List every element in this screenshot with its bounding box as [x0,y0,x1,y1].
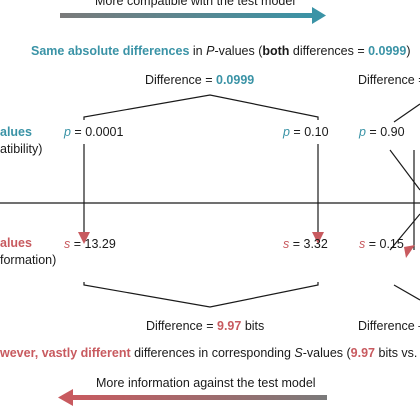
p-eq-2: = [289,125,305,139]
s-eq-3: = [365,237,380,251]
s-value-1: s = 13.29 [64,237,116,252]
hexagon-connector-left [83,144,319,232]
p-eq-1: = [70,125,86,139]
top-difference-left: Difference = 0.0999 [145,73,254,88]
s-value-3-number: 0.15 [379,237,404,251]
headline-text-1: in [189,44,207,58]
footer-s-letter: S [294,346,303,360]
hexagon-connector-right [389,103,420,301]
p-value-2-number: 0.10 [304,125,329,139]
footer-text: wever, vastly different differences in c… [0,346,417,361]
down-arrowhead-1 [78,232,90,244]
top-difference-left-value: 0.0999 [216,73,255,87]
bottom-diff-bracket-left [83,282,319,308]
p-eq-3: = [365,125,381,139]
headline-p-letter: P [206,44,215,58]
p-value-2: p = 0.10 [283,125,329,140]
s-eq-2: = [289,237,304,251]
top-difference-left-label: Difference = [145,73,216,87]
bottom-direction-arrow [58,389,327,406]
p-symbol-3: p [359,125,366,139]
p-value-3: p = 0.90 [359,125,405,140]
p-symbol-2: p [283,125,290,139]
bottom-difference-left-label: Difference = [146,319,217,333]
down-arrowhead-2 [312,232,324,244]
p-symbol-1: p [64,125,71,139]
footer-value: 9.97 [350,346,376,360]
headline-text-3: differences = [289,44,369,58]
s-eq-1: = [70,237,85,251]
s-value-1-number: 13.29 [84,237,116,251]
headline-bold-2: both [262,44,290,58]
bottom-difference-left-value: 9.97 [217,319,242,333]
down-arrowhead-3 [404,245,415,258]
s-value-2-number: 3.32 [303,237,328,251]
headline-bold-1: Same absolute differences [31,44,190,58]
bottom-difference-left-unit: bits [241,319,265,333]
top-difference-right: Difference = [358,73,420,87]
headline-text-2: -values ( [214,44,263,58]
p-value-1: p = 0.0001 [64,125,123,140]
bottom-arrow-label: More information against the test model [96,376,316,390]
p-value-1-number: 0.0001 [85,125,124,139]
p-value-3-number: 0.90 [380,125,405,139]
footer-bold-1: wever, vastly different [0,346,131,360]
footer-text-2: differences in corresponding [130,346,295,360]
s-value-2: s = 3.32 [283,237,328,252]
s-symbol-2: s [283,237,290,251]
bottom-difference-left: Difference = 9.97 bits [146,319,264,334]
headline: Same absolute differences in P-values (b… [31,44,411,59]
s-symbol-1: s [64,237,71,251]
footer-text-4: bits vs. [375,346,418,360]
headline-bold-3: 0.0999 [368,44,407,58]
footer-text-3: -values ( [302,346,351,360]
p-values-row-subtitle: atibility) [0,142,43,156]
top-diff-bracket-left [83,94,319,120]
s-values-row-subtitle: formation) [0,253,57,267]
p-values-row-title: alues [0,125,32,139]
bottom-difference-right: Difference – [358,319,420,333]
top-arrow-label: More compatible with the test model [95,0,296,8]
s-value-3: s = 0.15 [359,237,404,252]
headline-text-4: ) [406,44,411,58]
s-values-row-title: alues [0,236,32,250]
s-symbol-3: s [359,237,366,251]
top-direction-arrow [60,7,326,24]
